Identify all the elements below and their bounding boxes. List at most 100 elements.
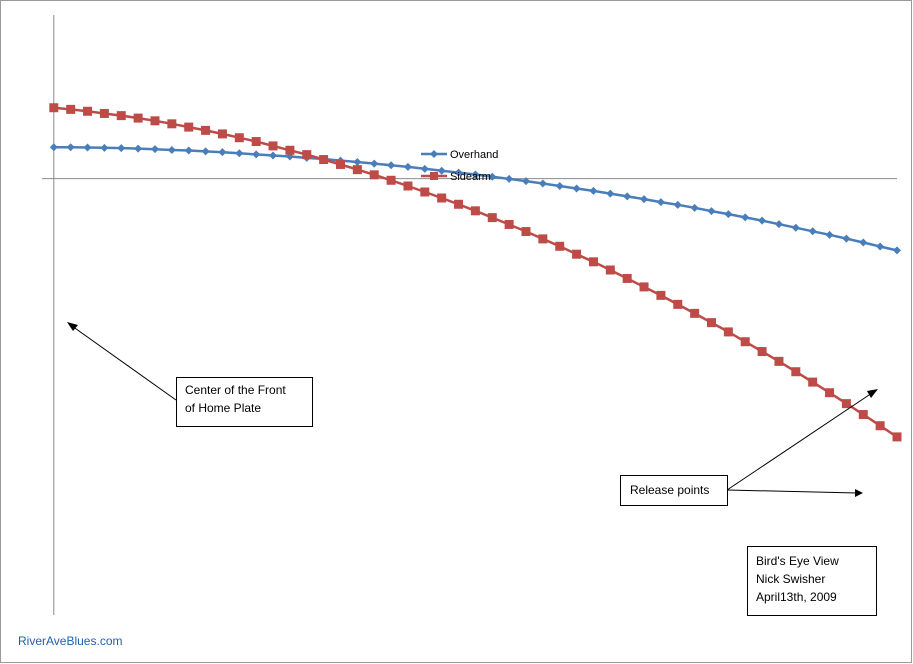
data-point-sidearm-1 [66, 104, 76, 114]
data-point-overhand-22 [420, 164, 429, 173]
data-point-overhand-48 [859, 238, 868, 247]
legend-marker-overhand [430, 150, 438, 158]
release-arrow-overhand [726, 392, 873, 491]
data-point-overhand-31 [572, 184, 581, 193]
data-point-sidearm-31 [572, 249, 582, 259]
data-point-sidearm-40 [723, 327, 733, 337]
credit-text: RiverAveBlues.com [18, 634, 122, 648]
data-point-overhand-10 [218, 148, 227, 157]
data-point-overhand-44 [791, 223, 800, 232]
legend-entry-sidearm: Sidearm [421, 171, 491, 183]
data-point-sidearm-18 [352, 165, 362, 175]
data-point-sidearm-12 [251, 137, 261, 147]
info-label-line2: Nick Swisher [756, 572, 825, 586]
legend-marker-sidearm [430, 172, 438, 180]
data-point-overhand-9 [201, 147, 210, 156]
data-point-sidearm-24 [454, 199, 464, 209]
data-point-overhand-20 [387, 161, 396, 170]
data-point-sidearm-37 [673, 299, 683, 309]
legend: Overhand Sidearm [421, 149, 498, 183]
data-point-overhand-30 [555, 182, 564, 190]
data-point-overhand-12 [252, 150, 261, 159]
data-point-sidearm-15 [302, 150, 312, 160]
annotation-home-plate: Center of the Front of Home Plate [67, 322, 313, 427]
data-point-overhand-21 [403, 162, 412, 171]
data-point-sidearm-48 [858, 410, 868, 420]
data-point-sidearm-6 [150, 116, 160, 126]
data-point-sidearm-38 [690, 308, 700, 318]
data-point-sidearm-26 [487, 213, 497, 223]
home-plate-arrowhead [67, 322, 78, 331]
info-box [747, 546, 877, 616]
data-point-overhand-41 [741, 213, 750, 222]
data-point-overhand-24 [454, 168, 463, 177]
data-point-overhand-34 [623, 192, 632, 201]
data-point-sidearm-3 [99, 108, 109, 118]
legend-entry-overhand: Overhand [421, 149, 498, 161]
data-point-sidearm-14 [285, 145, 295, 155]
data-point-sidearm-32 [588, 257, 598, 267]
data-point-overhand-18 [353, 158, 362, 166]
data-point-overhand-6 [150, 145, 159, 154]
data-point-sidearm-43 [774, 356, 784, 366]
legend-label-sidearm: Sidearm [450, 171, 491, 183]
legend-label-overhand: Overhand [450, 149, 498, 161]
data-point-sidearm-42 [757, 347, 767, 357]
data-point-sidearm-28 [521, 227, 531, 237]
data-point-overhand-11 [235, 149, 244, 158]
release-arrow-sidearm [726, 489, 858, 494]
data-point-overhand-35 [640, 195, 649, 204]
data-point-sidearm-23 [437, 193, 447, 203]
home-plate-label-line2: of Home Plate [185, 401, 261, 415]
data-point-sidearm-17 [335, 159, 345, 169]
axes-layer [42, 15, 897, 615]
data-point-overhand-7 [167, 146, 176, 154]
data-point-overhand-27 [505, 174, 514, 183]
data-point-overhand-29 [538, 179, 547, 188]
data-point-overhand-46 [825, 230, 834, 239]
data-point-overhand-36 [656, 198, 665, 207]
data-point-overhand-26 [488, 172, 497, 181]
release-box [620, 475, 728, 506]
data-point-sidearm-5 [133, 113, 143, 123]
data-point-sidearm-25 [470, 206, 480, 216]
data-point-sidearm-9 [201, 125, 211, 135]
data-point-sidearm-2 [83, 106, 93, 116]
data-point-sidearm-27 [504, 219, 514, 229]
data-point-overhand-47 [842, 234, 851, 243]
home-plate-box [176, 377, 313, 427]
data-point-overhand-5 [134, 144, 143, 153]
data-point-overhand-25 [471, 170, 480, 179]
series-overhand [49, 143, 901, 255]
data-point-overhand-42 [758, 216, 767, 225]
data-point-sidearm-39 [706, 318, 716, 328]
data-point-sidearm-7 [167, 119, 177, 129]
data-point-overhand-38 [690, 203, 699, 212]
data-point-overhand-32 [589, 186, 598, 195]
data-point-sidearm-33 [605, 265, 615, 275]
release-arrowhead-sidearm [855, 489, 863, 497]
data-point-overhand-39 [707, 207, 716, 216]
data-point-overhand-40 [724, 210, 733, 219]
data-point-sidearm-4 [116, 111, 126, 121]
data-point-overhand-0 [49, 143, 58, 152]
data-point-sidearm-21 [403, 181, 413, 191]
data-point-overhand-8 [184, 146, 193, 155]
data-point-overhand-13 [269, 151, 278, 160]
data-point-overhand-37 [673, 200, 682, 209]
series-sidearm [49, 103, 902, 442]
home-plate-label-line1: Center of the Front [185, 383, 286, 397]
release-arrowhead-overhand [867, 389, 878, 398]
data-point-sidearm-35 [639, 282, 649, 292]
data-point-sidearm-0 [49, 103, 59, 113]
info-label-line3: April13th, 2009 [756, 590, 837, 604]
home-plate-arrow [71, 325, 177, 401]
data-point-overhand-2 [83, 143, 92, 152]
data-point-sidearm-10 [217, 129, 227, 139]
data-point-overhand-23 [437, 166, 446, 175]
data-point-sidearm-29 [538, 234, 548, 244]
data-point-sidearm-41 [740, 337, 750, 347]
data-point-sidearm-20 [386, 175, 396, 185]
